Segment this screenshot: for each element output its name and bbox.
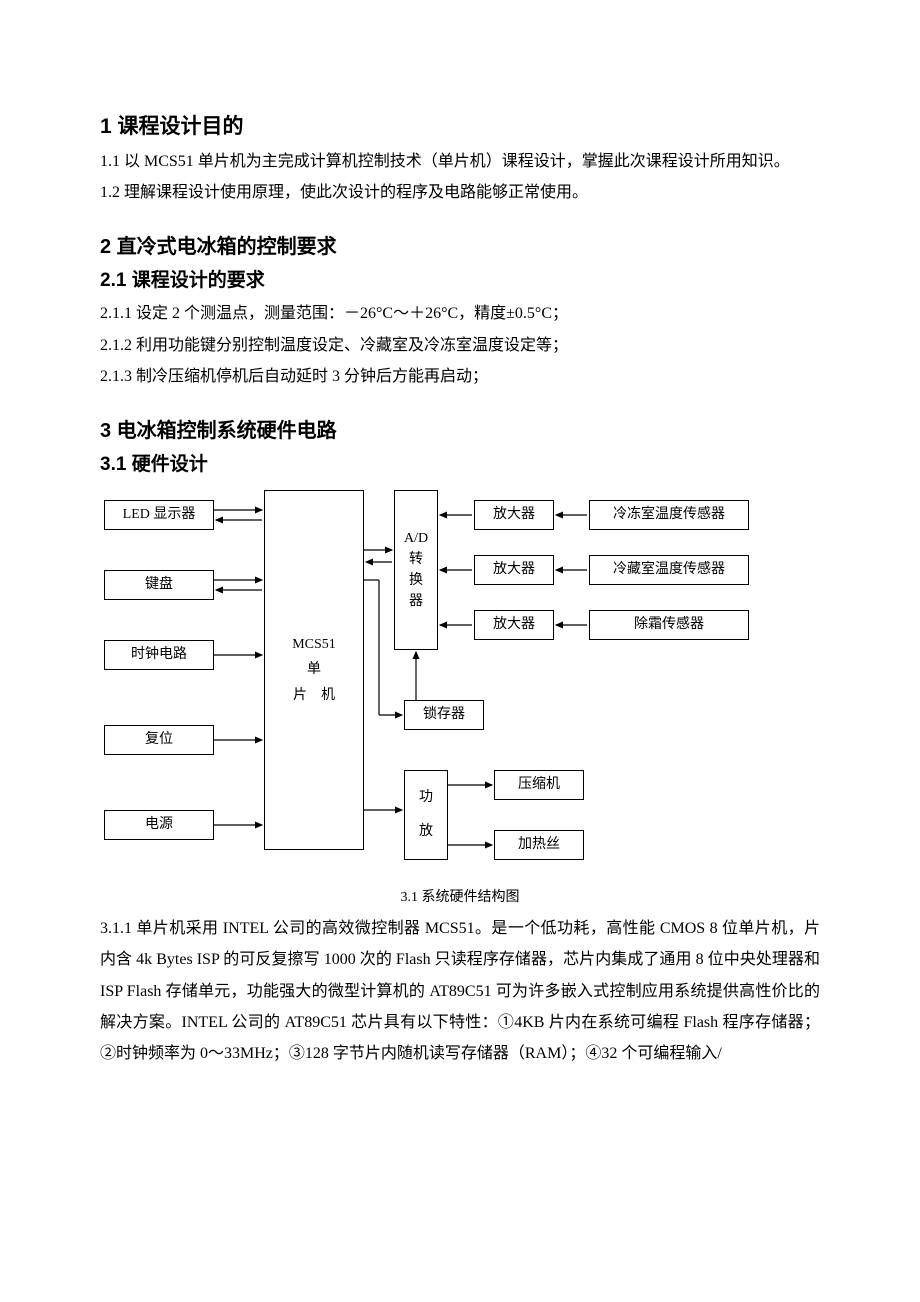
heading-3-1: 3.1 硬件设计 (100, 449, 820, 476)
box-amp3: 放大器 (474, 610, 554, 640)
para-2-1-1: 2.1.1 设定 2 个测温点，测量范围：－26°C～＋26°C，精度±0.5°… (100, 298, 820, 329)
para-3-1-1: 3.1.1 单片机采用 INTEL 公司的高效微控制器 MCS51。是一个低功耗… (100, 913, 820, 1069)
para-1-1: 1.1 以 MCS51 单片机为主完成计算机控制技术（单片机）课程设计，掌握此次… (100, 146, 820, 177)
para-2-1-2: 2.1.2 利用功能键分别控制温度设定、冷藏室及冷冻室温度设定等； (100, 330, 820, 361)
box-led: LED 显示器 (104, 500, 214, 530)
box-sensor-freezer: 冷冻室温度传感器 (589, 500, 749, 530)
box-latch: 锁存器 (404, 700, 484, 730)
figure-caption-3-1: 3.1 系统硬件结构图 (100, 884, 820, 911)
heading-2-1: 2.1 课程设计的要求 (100, 265, 820, 292)
box-compressor: 压缩机 (494, 770, 584, 800)
heading-3: 3 电冰箱控制系统硬件电路 (100, 414, 820, 443)
box-amp1: 放大器 (474, 500, 554, 530)
box-keyboard: 键盘 (104, 570, 214, 600)
box-sensor-defrost: 除霜传感器 (589, 610, 749, 640)
box-power-amp: 功 放 (404, 770, 448, 860)
hardware-block-diagram: LED 显示器 键盘 时钟电路 复位 电源 MCS51 单 片 机 A/D 转 … (94, 490, 814, 880)
box-heater: 加热丝 (494, 830, 584, 860)
box-amp2: 放大器 (474, 555, 554, 585)
box-reset: 复位 (104, 725, 214, 755)
heading-2: 2 直冷式电冰箱的控制要求 (100, 230, 820, 259)
box-power: 电源 (104, 810, 214, 840)
box-sensor-fridge: 冷藏室温度传感器 (589, 555, 749, 585)
para-1-2: 1.2 理解课程设计使用原理，使此次设计的程序及电路能够正常使用。 (100, 177, 820, 208)
para-2-1-3: 2.1.3 制冷压缩机停机后自动延时 3 分钟后方能再启动； (100, 361, 820, 392)
box-adc: A/D 转 换 器 (394, 490, 438, 650)
heading-1: 1 课程设计目的 (100, 110, 820, 140)
box-mcu: MCS51 单 片 机 (264, 490, 364, 850)
box-clock: 时钟电路 (104, 640, 214, 670)
